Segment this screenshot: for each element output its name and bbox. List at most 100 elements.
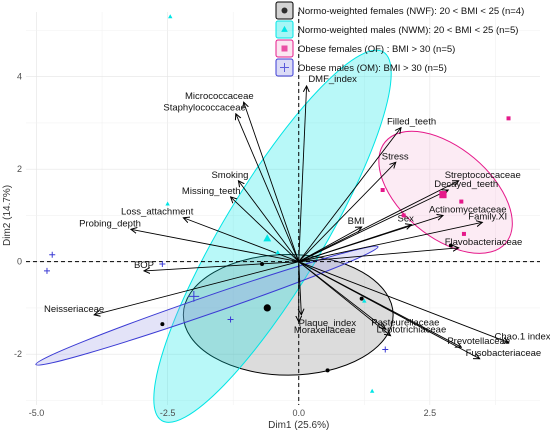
- point-obese-males-om: [43, 267, 50, 274]
- label-sex: Sex: [398, 214, 415, 225]
- label-micrococcaceae: Micrococcaceae: [185, 91, 254, 102]
- label-fusobacteriaceae: Fusobacteriaceae: [466, 348, 542, 359]
- point-normo-weighted-males-nwm: [168, 14, 173, 19]
- label-stress: Stress: [382, 151, 409, 162]
- label-prevotellaceae: Prevotellaceae: [447, 336, 510, 347]
- label-dmf-index: DMF_index: [308, 74, 357, 85]
- label-staphylococcaceae: Staphylococcaceae: [163, 103, 245, 114]
- legend-label-normo-weighted-males-nwm: Normo-weighted males (NWM): 20 < BMI < 2…: [298, 25, 518, 36]
- arrow-streptococcaceae: [298, 181, 459, 263]
- legend-key-obese-females-of: [275, 39, 294, 58]
- label-chao-1-index: Chao.1 index: [495, 332, 550, 343]
- y-tick-label: 2: [17, 164, 22, 174]
- point-obese-females-of: [459, 199, 464, 204]
- label-bmi: BMI: [348, 216, 365, 227]
- point-normo-weighted-females-nwf: [160, 322, 165, 327]
- point-normo-weighted-females-nwf: [448, 243, 453, 248]
- point-obese-females-of: [401, 213, 406, 218]
- arrow-fusobacteriaceae: [298, 261, 480, 359]
- legend-label-obese-females-of: Obese females (OF) : BMI > 30 (n=5): [298, 44, 455, 55]
- label-actinomycetaceae: Actinomycetaceae: [429, 204, 507, 215]
- centroid-normo-weighted-females-nwf: [263, 304, 271, 312]
- arrow-decayed-teeth: [298, 190, 448, 263]
- arrow-bop: [144, 261, 299, 271]
- arrow-sex: [298, 225, 412, 263]
- label-probing-depth: Probing_depth: [79, 218, 141, 229]
- arrow-leptotrichiaceae: [298, 261, 391, 336]
- legend-key-obese-males-om: [275, 58, 294, 77]
- ellipse-obese-males-om: [35, 245, 379, 366]
- legend-marker-obese-females-of: [281, 45, 288, 52]
- centroid-normo-weighted-males-nwm: [263, 234, 272, 242]
- point-normo-weighted-females-nwf: [325, 368, 330, 373]
- arrow-missing-teeth: [231, 197, 300, 262]
- x-axis-label: Dim1 (25.6%): [268, 420, 329, 431]
- x-tick-label: -2.5: [160, 408, 176, 418]
- reference-lines: [26, 12, 540, 405]
- point-normo-weighted-females-nwf: [260, 261, 265, 266]
- arrow-chao-1-index: [298, 261, 509, 343]
- label-loss-attachment: Loss_attachment: [121, 207, 194, 218]
- label-leptotrichiaceae: Leptotrichiaceae: [377, 325, 447, 336]
- point-obese-females-of: [506, 116, 511, 121]
- legend-key-normo-weighted-males-nwm: [275, 20, 294, 39]
- label-pasteurellaceae: Pasteurellaceae: [371, 318, 439, 329]
- point-normo-weighted-males-nwm: [369, 388, 375, 393]
- label-neisseriaceae: Neisseriaceae: [44, 304, 104, 315]
- individual-points: [43, 7, 511, 393]
- y-tick-label: 4: [17, 72, 22, 82]
- y-axis-label: Dim2 (14.7%): [2, 185, 13, 246]
- arrow-family-xi: [298, 222, 483, 263]
- arrow-dmf-index: [298, 86, 307, 262]
- label-missing-teeth: Missing_teeth: [182, 186, 241, 197]
- point-obese-males-om: [227, 316, 234, 323]
- label-bop: BOP: [134, 260, 154, 271]
- point-normo-weighted-males-nwm: [362, 298, 367, 303]
- point-obese-females-of: [461, 231, 466, 236]
- arrow-filled-teeth: [298, 128, 401, 262]
- label-smoking: Smoking: [211, 170, 248, 181]
- arrow-smoking: [238, 181, 300, 262]
- arrow-staphylococcaceae: [236, 114, 300, 262]
- arrow-probing-depth: [131, 229, 299, 263]
- label-moraxellaceae: Moraxellaceae: [294, 325, 356, 336]
- label-decayed-teeth: Decayed_teeth: [434, 179, 498, 190]
- label-streptococcaceae: Streptococcaceae: [445, 170, 521, 181]
- label-family-xi: Family.XI: [468, 211, 507, 222]
- label-flavobacteriaceae: Flavobacteriaceae: [445, 237, 523, 248]
- arrow-bmi: [298, 227, 362, 263]
- legend-label-normo-weighted-females-nwf: Normo-weighted females (NWF): 20 < BMI <…: [298, 6, 524, 17]
- arrow-flavobacteriaceae: [298, 248, 459, 263]
- point-obese-males-om: [382, 346, 389, 353]
- arrow-loss-attachment: [183, 218, 299, 263]
- plot-grid: [26, 12, 540, 405]
- legend-key-normo-weighted-females-nwf: [275, 1, 294, 20]
- centroid-obese-females-of: [439, 191, 447, 199]
- arrow-micrococcaceae: [244, 102, 300, 262]
- centroid-obese-males-om: [188, 290, 200, 302]
- x-tick-label: 0.0: [292, 408, 305, 418]
- arrow-neisseriaceae: [94, 261, 299, 315]
- point-obese-males-om: [49, 251, 56, 258]
- label-plaque-index: Plaque_index: [299, 318, 357, 329]
- axis-ticks: -5.0 -2.5 0.0 2.5 -2 0 2 4: [14, 72, 436, 418]
- point-obese-females-of: [380, 188, 385, 193]
- legend-label-obese-males-om: Obese males (OM): BMI > 30 (n=5): [298, 63, 447, 74]
- point-normo-weighted-males-nwm: [275, 250, 280, 255]
- legend-marker-normo-weighted-males-nwm: [281, 25, 288, 32]
- y-tick-label: -2: [14, 349, 22, 359]
- x-tick-label: 2.5: [424, 408, 437, 418]
- legend: Normo-weighted females (NWF): 20 < BMI <…: [275, 1, 524, 77]
- legend-marker-normo-weighted-females-nwf: [281, 7, 288, 14]
- plot-panel: [26, 12, 540, 405]
- point-obese-males-om: [159, 260, 166, 267]
- arrow-stress: [298, 162, 396, 262]
- variable-arrows: DMF_index MicrococcaceaeStaphylococcaceae…: [44, 74, 550, 359]
- label-filled-teeth: Filled_teeth: [387, 117, 436, 128]
- point-normo-weighted-females-nwf: [359, 296, 364, 301]
- point-normo-weighted-males-nwm: [165, 201, 170, 206]
- x-tick-label: -5.0: [29, 408, 45, 418]
- y-tick-label: 0: [17, 257, 22, 267]
- legend-marker-obese-males-om: [280, 63, 289, 72]
